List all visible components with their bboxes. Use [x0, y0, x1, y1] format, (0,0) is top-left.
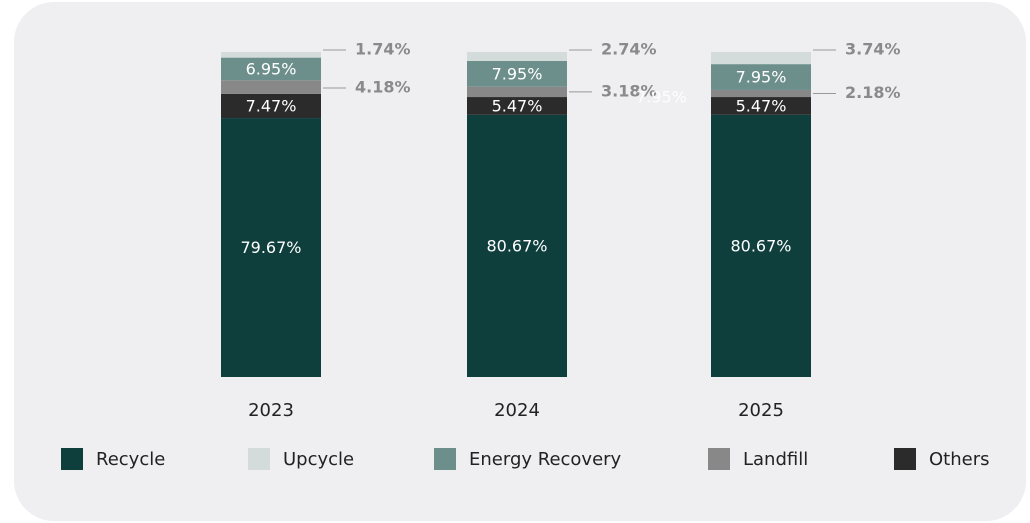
- value-label: 80.67%: [730, 236, 791, 255]
- value-label: 5.47%: [736, 96, 787, 115]
- value-label: 1.74%: [355, 40, 411, 59]
- legend-label: Upcycle: [283, 449, 354, 470]
- bar-segment: [467, 97, 567, 115]
- bar-segment: [711, 51, 811, 65]
- value-label: 7.47%: [246, 96, 297, 115]
- x-tick-label: 2024: [494, 400, 540, 421]
- value-label: 6.95%: [246, 59, 297, 78]
- legend-swatch: [61, 448, 83, 470]
- value-label: 4.18%: [355, 78, 411, 97]
- value-label: 5.47%: [492, 96, 543, 115]
- bar-segment: [467, 60, 567, 87]
- legend-swatch: [708, 448, 730, 470]
- legend-label: Recycle: [96, 449, 165, 470]
- bar-segment: [711, 114, 811, 377]
- bar-segment: [467, 86, 567, 98]
- bar-segment: [221, 57, 321, 81]
- bar-segment: [711, 89, 811, 98]
- value-label: 3.18%: [601, 81, 657, 100]
- legend-swatch: [894, 448, 916, 470]
- value-label: 7.95%: [492, 64, 543, 83]
- bar-segment: [711, 64, 811, 90]
- bar-segment: [221, 93, 321, 119]
- bar-segment: [467, 51, 567, 61]
- value-label: 7.95%: [736, 68, 787, 87]
- value-label: 80.67%: [486, 236, 547, 255]
- bar-segment: [221, 51, 321, 58]
- value-label: 2.18%: [845, 83, 901, 102]
- bar-segment: [711, 97, 811, 115]
- legend-swatch: [248, 448, 270, 470]
- bar-segment: [467, 114, 567, 377]
- x-tick-label: 2025: [738, 400, 784, 421]
- legend-label: Energy Recovery: [469, 449, 622, 470]
- annotation: 7.95%: [636, 88, 687, 107]
- legend-label: Landfill: [743, 449, 808, 470]
- legend-swatch: [434, 448, 456, 470]
- x-tick-label: 2023: [248, 400, 294, 421]
- bar-segment: [221, 80, 321, 94]
- value-label: 79.67%: [240, 238, 301, 257]
- value-label: 3.74%: [845, 40, 901, 59]
- bar-segment: [221, 118, 321, 377]
- legend-label: Others: [929, 449, 990, 470]
- value-label: 2.74%: [601, 40, 657, 59]
